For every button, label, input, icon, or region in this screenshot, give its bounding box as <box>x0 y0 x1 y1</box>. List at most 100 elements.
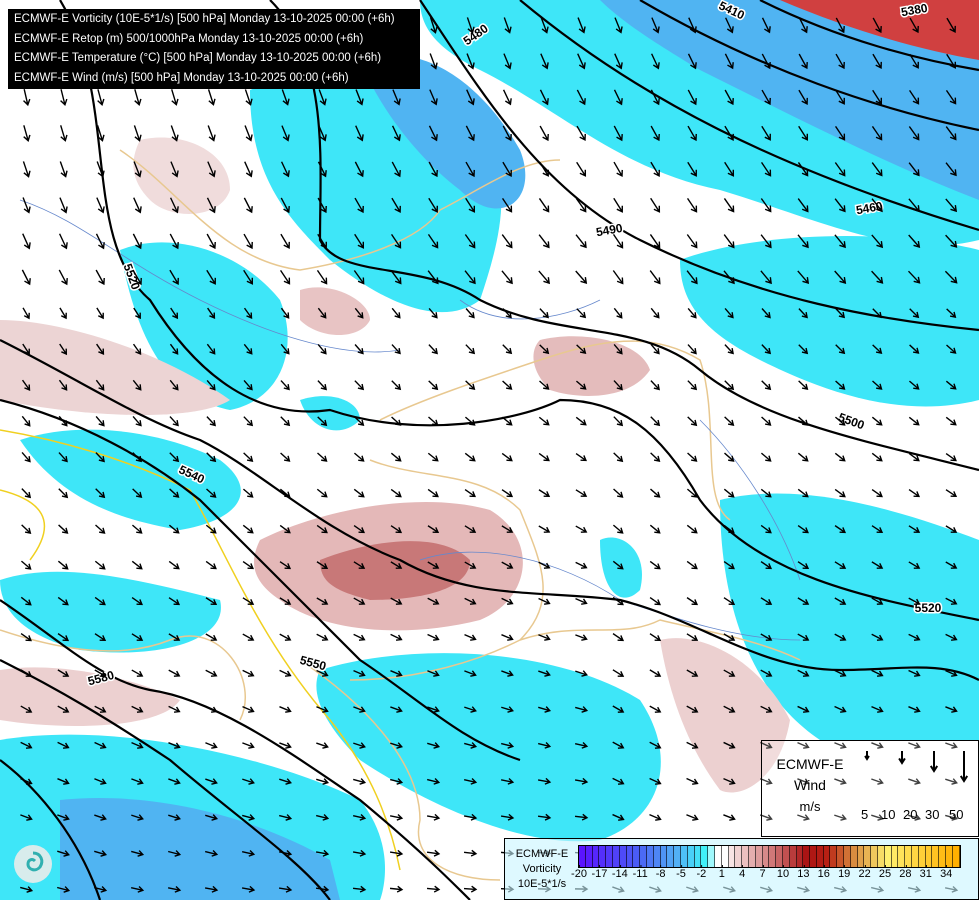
wind-arrow <box>871 705 884 713</box>
wind-arrow <box>834 597 847 605</box>
wind-arrow <box>317 233 327 249</box>
wind-arrow <box>95 233 105 250</box>
wind-arrow <box>687 125 697 142</box>
colorbar-cell <box>898 846 906 867</box>
colorbar-tick: 25 <box>878 865 892 880</box>
wind-arrow <box>132 343 142 355</box>
wind-arrow <box>687 89 697 106</box>
wind-arrow <box>206 452 217 463</box>
wind-arrow <box>464 525 477 533</box>
wind-arrow <box>280 307 290 319</box>
wind-arrow <box>241 849 256 857</box>
wind-arrow <box>316 814 330 821</box>
wind-arrow <box>501 452 513 462</box>
wind-arrow <box>575 380 587 390</box>
wind-arrow <box>60 89 68 107</box>
wind-arrow <box>465 197 476 213</box>
wind-arrow <box>686 234 698 249</box>
country-borders <box>0 149 801 881</box>
colorbar-tick: -20 <box>571 865 587 880</box>
wind-arrow <box>761 308 771 319</box>
wind-arrow <box>649 596 661 606</box>
wind-arrow <box>834 778 847 785</box>
wind-arrow <box>280 197 290 214</box>
wind-arrow <box>575 597 588 605</box>
colorbar-cell <box>830 846 838 867</box>
wind-arrow <box>761 17 771 34</box>
wind-arrow <box>687 452 698 462</box>
colorbar-cell <box>708 846 715 867</box>
wind-arrow <box>317 343 327 355</box>
wind-arrow <box>170 125 179 142</box>
wind-arrow <box>502 125 512 142</box>
wind-arrow <box>908 597 921 605</box>
wind-arrow <box>205 633 218 641</box>
wind-arrow <box>169 233 179 250</box>
wind-arrow <box>57 814 70 821</box>
wind-arrow <box>464 234 476 249</box>
wind-arrow <box>797 778 810 785</box>
wind-arrow <box>502 89 512 106</box>
wind-legend-model: ECMWF-E <box>776 756 844 772</box>
wind-arrow <box>131 596 143 606</box>
wind-arrow <box>945 162 957 177</box>
colorbar-cell <box>810 846 817 867</box>
wind-arrow <box>389 813 404 821</box>
wind-arrow <box>614 17 623 34</box>
wind-arrow <box>760 161 772 177</box>
wind-arrow <box>465 308 475 319</box>
wind-arrow <box>353 270 365 285</box>
wind-arrow <box>908 126 920 141</box>
wind-arrow <box>132 269 142 286</box>
wind-arrow <box>871 162 883 177</box>
wind-arrow <box>132 379 142 391</box>
colorbar-cell <box>816 846 824 867</box>
wind-arrow <box>761 89 771 106</box>
wind-arrow <box>945 597 958 605</box>
wind-arrow <box>279 742 292 749</box>
wind-arrow <box>650 307 660 319</box>
colorbar-cell <box>612 846 620 867</box>
wind-arrow <box>390 670 403 677</box>
wind-arrow <box>280 452 291 462</box>
wind-arrow <box>390 706 403 713</box>
wind-arrow <box>501 634 514 641</box>
wind-arrow <box>391 344 401 355</box>
wind-arrow <box>242 633 255 641</box>
wind-arrow <box>575 561 588 569</box>
wind-arrow <box>244 161 253 178</box>
wind-arrow <box>427 706 440 713</box>
title-retop: ECMWF-E Retop (m) 500/1000hPa Monday 13-… <box>14 32 364 45</box>
wind-arrow <box>651 17 660 34</box>
wind-arrow <box>57 886 71 893</box>
wind-arrow <box>834 162 846 177</box>
wind-legend: ECMWF-E Wind m/s 5 10 20 30 50 <box>761 740 979 837</box>
wind-arrow <box>316 561 329 569</box>
colorbar-tick: 22 <box>858 865 871 880</box>
wind-arrow <box>94 778 107 785</box>
wind-arrow <box>908 742 921 749</box>
wind-arrow <box>95 452 105 463</box>
colorbar-tick: 13 <box>797 865 810 880</box>
wind-arrow <box>797 741 810 749</box>
wind-arrow <box>316 270 328 285</box>
wind-arrow <box>500 777 515 785</box>
wind-arrow <box>538 270 551 285</box>
wind-arrow <box>279 778 292 785</box>
wind-arrow <box>797 814 810 821</box>
wind-arrow <box>242 742 255 749</box>
wind-arrow <box>95 269 105 286</box>
wind-legend-arrows <box>864 751 969 783</box>
wind-arrow <box>686 814 699 821</box>
wind-arrow <box>612 233 624 249</box>
wind-arrow <box>427 670 440 677</box>
wind-arrow <box>834 452 846 462</box>
wind-arrow <box>686 197 698 213</box>
colorbar-cell <box>653 846 661 867</box>
wind-arrow <box>649 524 661 534</box>
wind-arrow <box>131 705 144 713</box>
wind-arrow <box>429 89 438 106</box>
wind-arrow <box>316 597 329 605</box>
wind-arrow <box>244 125 253 142</box>
wind-arrow <box>574 741 589 749</box>
